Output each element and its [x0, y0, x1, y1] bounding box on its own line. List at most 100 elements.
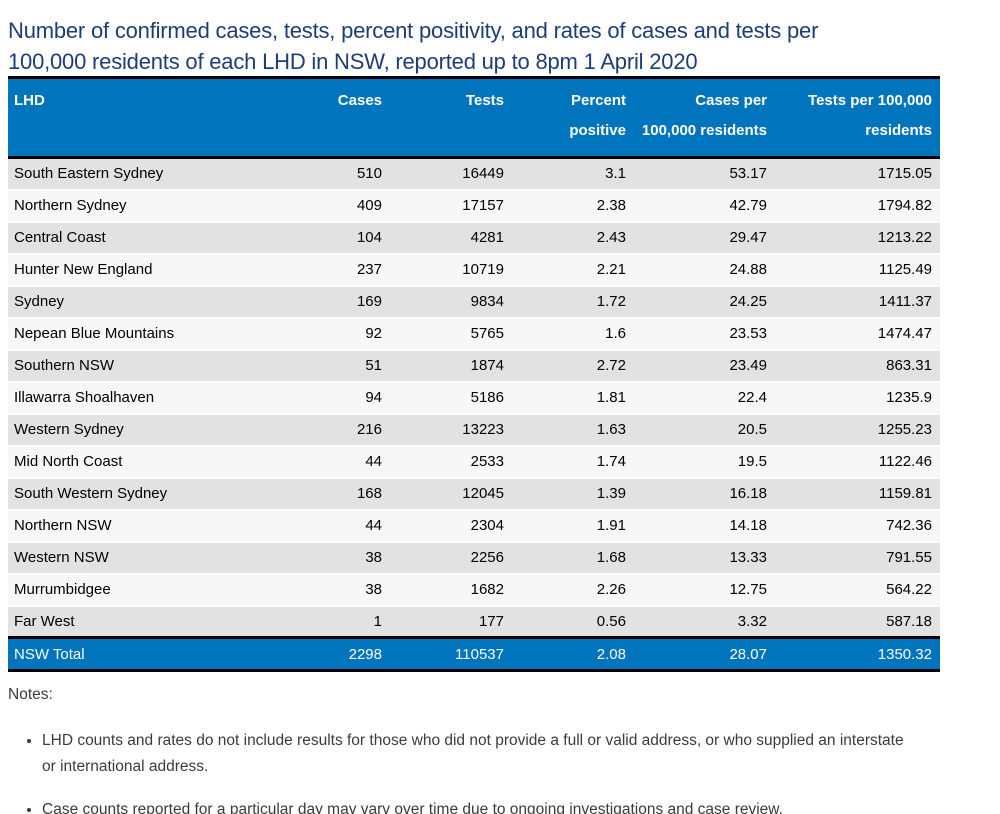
tests-cell: 12045 [390, 477, 512, 511]
cases-cell: 104 [326, 221, 390, 255]
table-row: Central Coast 104 4281 2.43 29.47 1213.22 [8, 221, 940, 255]
notes-list: LHD counts and rates do not include resu… [8, 728, 953, 814]
total-tests-cell: 110537 [390, 636, 512, 672]
lhd-cell: Hunter New England [8, 253, 326, 287]
lhd-statistics-table: LHD Cases Tests Percent positive Cases p… [8, 76, 940, 672]
tests-per-100k-cell: 1715.05 [775, 157, 940, 191]
table-row: Western Sydney 216 13223 1.63 20.5 1255.23 [8, 413, 940, 447]
percent-positive-cell: 2.21 [512, 253, 634, 287]
cases-per-100k-cell: 24.25 [634, 285, 775, 319]
lhd-cell: Illawarra Shoalhaven [8, 381, 326, 415]
cases-per-100k-cell: 29.47 [634, 221, 775, 255]
tests-per-100k-cell: 791.55 [775, 541, 940, 575]
column-header-tests: Tests [390, 76, 512, 159]
column-header-lhd: LHD [8, 76, 326, 159]
cases-per-100k-cell: 23.53 [634, 317, 775, 351]
cases-cell: 409 [326, 189, 390, 223]
tests-cell: 17157 [390, 189, 512, 223]
table-row: Mid North Coast 44 2533 1.74 19.5 1122.46 [8, 445, 940, 479]
cases-per-100k-cell: 20.5 [634, 413, 775, 447]
column-header-percent-positive: Percent positive [512, 76, 634, 159]
cases-per-100k-cell: 16.18 [634, 477, 775, 511]
table-row: Murrumbidgee 38 1682 2.26 12.75 564.22 [8, 573, 940, 607]
percent-positive-cell: 1.72 [512, 285, 634, 319]
cases-per-100k-cell: 14.18 [634, 509, 775, 543]
cases-per-100k-cell: 22.4 [634, 381, 775, 415]
lhd-cell: Northern Sydney [8, 189, 326, 223]
total-cases-cell: 2298 [326, 636, 390, 672]
total-percent-positive-cell: 2.08 [512, 636, 634, 672]
cases-cell: 168 [326, 477, 390, 511]
cases-per-100k-cell: 42.79 [634, 189, 775, 223]
cases-cell: 1 [326, 605, 390, 639]
note-item: Case counts reported for a particular da… [42, 797, 914, 814]
cases-cell: 38 [326, 541, 390, 575]
tests-cell: 16449 [390, 157, 512, 191]
tests-cell: 1874 [390, 349, 512, 383]
cases-per-100k-cell: 23.49 [634, 349, 775, 383]
percent-positive-cell: 2.26 [512, 573, 634, 607]
column-header-cases: Cases [326, 76, 390, 159]
tests-per-100k-cell: 587.18 [775, 605, 940, 639]
tests-per-100k-cell: 863.31 [775, 349, 940, 383]
table-header: LHD Cases Tests Percent positive Cases p… [8, 76, 940, 159]
tests-per-100k-cell: 1411.37 [775, 285, 940, 319]
percent-positive-cell: 0.56 [512, 605, 634, 639]
percent-positive-cell: 1.68 [512, 541, 634, 575]
table-body: South Eastern Sydney 510 16449 3.1 53.17 1715… [8, 157, 940, 639]
tests-cell: 1682 [390, 573, 512, 607]
percent-positive-cell: 3.1 [512, 157, 634, 191]
cases-per-100k-cell: 24.88 [634, 253, 775, 287]
total-row: NSW Total 2298 110537 2.08 28.07 1350.32 [8, 636, 940, 672]
table-row: Nepean Blue Mountains 92 5765 1.6 23.53 1474.… [8, 317, 940, 351]
lhd-cell: Murrumbidgee [8, 573, 326, 607]
cases-per-100k-cell: 13.33 [634, 541, 775, 575]
tests-per-100k-cell: 1122.46 [775, 445, 940, 479]
lhd-cell: Mid North Coast [8, 445, 326, 479]
cases-cell: 169 [326, 285, 390, 319]
notes-section: Notes: LHD counts and rates do not inclu… [8, 686, 953, 814]
percent-positive-cell: 2.43 [512, 221, 634, 255]
tests-per-100k-cell: 1474.47 [775, 317, 940, 351]
tests-cell: 5765 [390, 317, 512, 351]
report-title: Number of confirmed cases, tests, percen… [8, 17, 819, 74]
lhd-cell: Nepean Blue Mountains [8, 317, 326, 351]
note-item: LHD counts and rates do not include resu… [42, 728, 914, 780]
table-row: South Western Sydney 168 12045 1.39 16.18 115… [8, 477, 940, 511]
lhd-cell: Northern NSW [8, 509, 326, 543]
percent-positive-cell: 1.81 [512, 381, 634, 415]
tests-per-100k-cell: 564.22 [775, 573, 940, 607]
cases-cell: 510 [326, 157, 390, 191]
tests-cell: 2533 [390, 445, 512, 479]
table-row: Sydney 169 9834 1.72 24.25 1411.37 [8, 285, 940, 319]
lhd-cell: Far West [8, 605, 326, 639]
tests-per-100k-cell: 1235.9 [775, 381, 940, 415]
percent-positive-cell: 2.72 [512, 349, 634, 383]
lhd-cell: Western Sydney [8, 413, 326, 447]
tests-per-100k-cell: 1794.82 [775, 189, 940, 223]
tests-per-100k-cell: 1125.49 [775, 253, 940, 287]
percent-positive-cell: 1.91 [512, 509, 634, 543]
tests-cell: 10719 [390, 253, 512, 287]
cases-per-100k-cell: 19.5 [634, 445, 775, 479]
percent-positive-cell: 1.6 [512, 317, 634, 351]
lhd-cell: Central Coast [8, 221, 326, 255]
tests-per-100k-cell: 1159.81 [775, 477, 940, 511]
table-header-row: LHD Cases Tests Percent positive Cases p… [8, 76, 940, 159]
table-row: Far West 1 177 0.56 3.32 587.18 [8, 605, 940, 639]
tests-cell: 13223 [390, 413, 512, 447]
table-footer: NSW Total 2298 110537 2.08 28.07 1350.32 [8, 636, 940, 672]
total-label-cell: NSW Total [8, 636, 326, 672]
table-row: Southern NSW 51 1874 2.72 23.49 863.31 [8, 349, 940, 383]
lhd-cell: Sydney [8, 285, 326, 319]
percent-positive-cell: 1.39 [512, 477, 634, 511]
cases-cell: 44 [326, 509, 390, 543]
lhd-cell: South Eastern Sydney [8, 157, 326, 191]
tests-cell: 4281 [390, 221, 512, 255]
cases-cell: 92 [326, 317, 390, 351]
tests-per-100k-cell: 1213.22 [775, 221, 940, 255]
table-row: South Eastern Sydney 510 16449 3.1 53.17 1715… [8, 157, 940, 191]
cases-cell: 44 [326, 445, 390, 479]
table-row: Illawarra Shoalhaven 94 5186 1.81 22.4 1235.9 [8, 381, 940, 415]
